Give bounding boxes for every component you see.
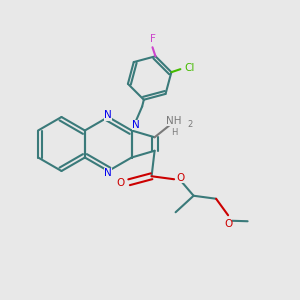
- Text: H: H: [171, 128, 177, 137]
- Text: O: O: [224, 219, 232, 229]
- Text: O: O: [177, 173, 185, 183]
- Text: N: N: [104, 167, 112, 178]
- Text: N: N: [132, 120, 140, 130]
- Text: N: N: [104, 110, 112, 121]
- Text: F: F: [150, 34, 156, 44]
- Text: Cl: Cl: [185, 63, 195, 73]
- Text: O: O: [117, 178, 125, 188]
- Text: 2: 2: [187, 120, 192, 129]
- Text: NH: NH: [166, 116, 182, 126]
